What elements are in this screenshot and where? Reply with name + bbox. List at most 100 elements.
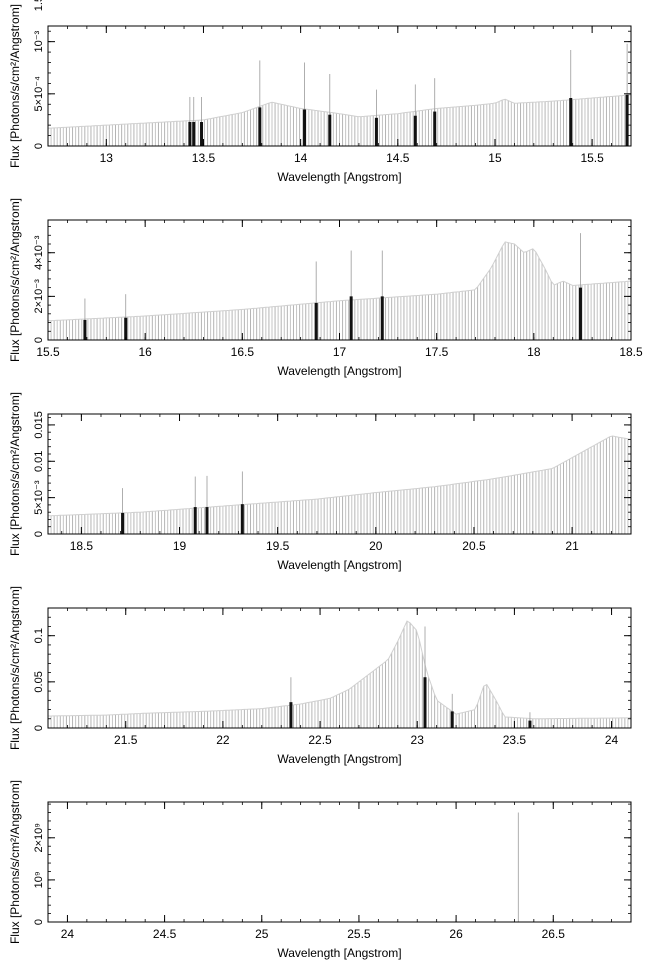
data-bar <box>314 302 318 340</box>
x-axis: 13 13.5 14 14.5 15 15.5 <box>47 26 632 165</box>
x-tick-label: 23.5 <box>503 733 527 747</box>
chart-panel-3: 18.5 19 19.5 20 20.5 21 0 5×10⁻³ 0.01 0.015 Wavele… <box>8 392 632 572</box>
y-axis-title: Flux [Photons/s/cm²/Angstrom] <box>8 198 22 362</box>
y-axis-title: Flux [Photons/s/cm²/Angstrom] <box>8 392 22 556</box>
chart-panel-2: 15.5 16 16.5 17 17.5 18 18.5 0 2×10⁻³ 4×10⁻³ Wavel… <box>8 198 643 378</box>
x-axis: 21.5 22 22.5 23 23.5 24 <box>47 608 632 747</box>
data-bar <box>625 94 629 146</box>
x-tick-label: 18.5 <box>70 539 94 553</box>
continuum-envelope <box>48 620 632 720</box>
data-bar <box>188 122 192 146</box>
y-tick-label: 10⁻³ <box>33 30 45 52</box>
y-tick-label: 0.015 <box>33 411 45 439</box>
y-tick-label: 10⁹ <box>33 871 45 888</box>
y-axis: 0 0.05 0.1 <box>33 607 631 731</box>
x-axis-title: Wavelength [Angstrom] <box>277 364 401 378</box>
y-tick-label: 0 <box>33 531 45 537</box>
x-tick-label: 22.5 <box>308 733 332 747</box>
x-tick-label: 24.5 <box>153 927 177 941</box>
x-tick-label: 21.5 <box>114 733 138 747</box>
x-tick-label: 17.5 <box>425 345 449 359</box>
line-markers <box>121 471 244 534</box>
x-tick-label: 14 <box>294 151 308 165</box>
continuum-bins <box>47 435 632 534</box>
data-bar <box>205 507 209 534</box>
x-axis-title: Wavelength [Angstrom] <box>277 752 401 766</box>
x-tick-label: 23 <box>411 733 425 747</box>
x-tick-label: 13.5 <box>192 151 216 165</box>
data-bar <box>289 702 293 728</box>
x-tick-label: 16.5 <box>231 345 255 359</box>
data-bar <box>240 504 244 534</box>
data-bar <box>569 98 573 146</box>
y-axis: 0 10⁹ 2×10⁹ <box>33 803 631 925</box>
data-bar <box>328 114 332 146</box>
chart-panel-1: 1313.51414.51515.505×10⁻⁴10⁻³1.5×10⁻³2×1… <box>8 0 632 184</box>
y-tick-label: 0.01 <box>33 451 45 472</box>
continuum-bins <box>47 620 632 728</box>
y-tick-label: 5×10⁻⁴ <box>33 76 45 112</box>
x-tick-label: 21 <box>565 539 579 553</box>
y-tick-label: 2×10⁻³ <box>33 279 45 314</box>
continuum-bins <box>47 94 632 146</box>
y-tick-label: 0.1 <box>33 628 45 643</box>
data-bar <box>380 296 384 340</box>
x-tick-label: 15.5 <box>36 345 60 359</box>
line-markers <box>289 626 532 728</box>
continuum-envelope <box>47 435 632 517</box>
y-tick-label: 2×10⁹ <box>33 823 45 853</box>
x-tick-label: 13 <box>100 151 114 165</box>
plot-frame <box>47 801 632 923</box>
data-bar <box>121 512 125 534</box>
x-tick-label: 22 <box>216 733 230 747</box>
y-axis: 0 2×10⁻³ 4×10⁻³ <box>33 226 631 343</box>
x-axis-title: Wavelength [Angstrom] <box>277 558 401 572</box>
x-axis-title: Wavelength [Angstrom] <box>277 170 401 184</box>
data-bar <box>413 115 417 146</box>
plot-frame <box>47 413 632 535</box>
y-axis: 0 5×10⁻³ 0.01 0.015 <box>33 411 631 537</box>
x-axis: 15.5 16 16.5 17 17.5 18 18.5 <box>36 220 643 359</box>
data-bar <box>528 720 532 728</box>
data-bar <box>192 122 196 146</box>
data-bar <box>200 122 204 146</box>
y-axis-title: Flux [Photons/s/cm²/Angstrom] <box>8 4 22 168</box>
x-tick-label: 14.5 <box>386 151 410 165</box>
y-tick-label: 5×10⁻³ <box>33 480 45 515</box>
x-tick-label: 25 <box>255 927 269 941</box>
data-bar <box>193 507 197 534</box>
x-tick-label: 20.5 <box>462 539 486 553</box>
continuum-bins <box>47 241 632 340</box>
x-tick-label: 16 <box>138 345 152 359</box>
y-axis: 05×10⁻⁴10⁻³1.5×10⁻³2×10⁻³ <box>33 0 631 149</box>
continuum-envelope <box>47 94 632 129</box>
x-tick-label: 24 <box>605 733 619 747</box>
y-tick-label: 0 <box>33 143 45 149</box>
data-bar <box>349 296 353 340</box>
chart-panel-5: 24 24.5 25 25.5 26 26.5 0 10⁹ 2×10⁹ Wavelength [A… <box>8 780 632 960</box>
x-tick-label: 26 <box>449 927 463 941</box>
y-tick-label: 0 <box>33 337 45 343</box>
x-tick-label: 18 <box>527 345 541 359</box>
data-bar <box>450 711 454 728</box>
data-bar <box>124 317 128 340</box>
x-tick-label: 26.5 <box>542 927 566 941</box>
continuum-envelope <box>47 241 632 322</box>
x-tick-label: 18.5 <box>619 345 643 359</box>
data-bar <box>303 109 307 146</box>
data-bar <box>374 117 378 146</box>
data-bar <box>258 107 262 146</box>
y-axis-title: Flux [Photons/s/cm²/Angstrom] <box>8 586 22 750</box>
x-tick-label: 24 <box>61 927 75 941</box>
data-bar <box>83 319 87 340</box>
x-tick-label: 19.5 <box>266 539 290 553</box>
x-tick-label: 20 <box>369 539 383 553</box>
x-axis-title: Wavelength [Angstrom] <box>277 946 401 960</box>
y-axis-title: Flux [Photons/s/cm²/Angstrom] <box>8 780 22 944</box>
y-tick-label: 0 <box>33 725 45 731</box>
data-bar <box>578 287 582 340</box>
y-tick-label: 0.05 <box>33 671 45 692</box>
y-tick-label: 1.5×10⁻³ <box>33 0 45 11</box>
x-tick-label: 19 <box>173 539 187 553</box>
